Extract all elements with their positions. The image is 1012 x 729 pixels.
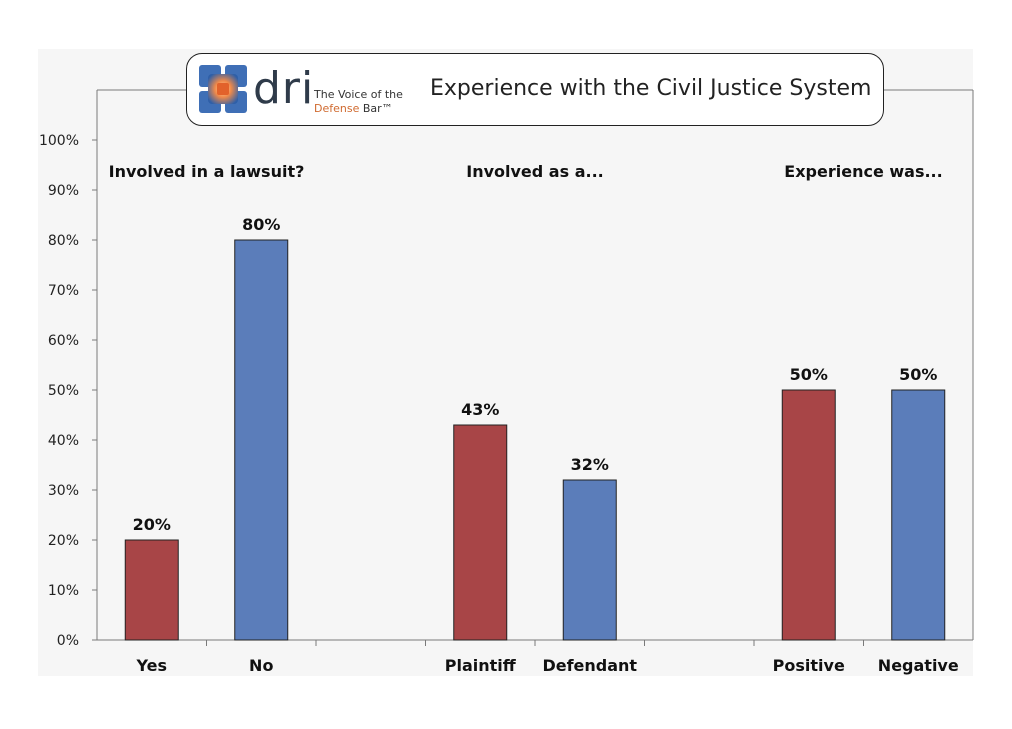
y-tick-label: 10% [48,583,79,599]
logo-wordmark: dri [253,63,315,114]
bar-defendant [562,479,617,641]
group-heading: Involved as a... [466,162,603,181]
y-tick-label: 20% [48,533,79,549]
data-label: 32% [571,455,609,474]
logo-tagline: The Voice of the Defense Bar™ [314,88,403,116]
category-label: Yes [136,656,168,675]
labels: Involved in a lawsuit? 20% Yes 80% No Involve… [109,162,959,675]
category-label: Negative [878,656,959,675]
bar-positive [781,389,836,641]
dri-logo-icon [199,65,247,113]
bars [124,239,946,641]
group-heading: Involved in a lawsuit? [109,162,305,181]
title-banner: dri The Voice of the Defense Bar™ Experi… [186,53,884,126]
category-label: Plaintiff [445,656,517,675]
y-tick-label: 60% [48,333,79,349]
data-label: 50% [790,365,828,384]
category-label: Defendant [542,656,637,675]
y-tick-label: 0% [57,633,79,649]
category-label: No [249,656,273,675]
tagline-rest: Bar™ [362,102,393,115]
data-label: 80% [242,215,280,234]
data-label: 20% [133,515,171,534]
tagline-line1: The Voice of the [314,88,403,101]
tagline-highlight: Defense [314,102,360,115]
y-tick-label: 30% [48,483,79,499]
chart-title: Experience with the Civil Justice System [430,76,872,101]
y-tick-label: 80% [48,233,79,249]
bar-no [234,239,289,641]
group-heading: Experience was... [784,162,942,181]
category-label: Positive [773,656,845,675]
data-label: 50% [899,365,937,384]
y-tick-label: 40% [48,433,79,449]
y-tick-label: 90% [48,183,79,199]
data-label: 43% [461,400,499,419]
y-tick-label: 50% [48,383,79,399]
bar-yes [124,539,179,641]
bar-negative [891,389,946,641]
bar-plaintiff [453,424,508,641]
y-tick-label: 100% [39,133,79,149]
y-tick-label: 70% [48,283,79,299]
